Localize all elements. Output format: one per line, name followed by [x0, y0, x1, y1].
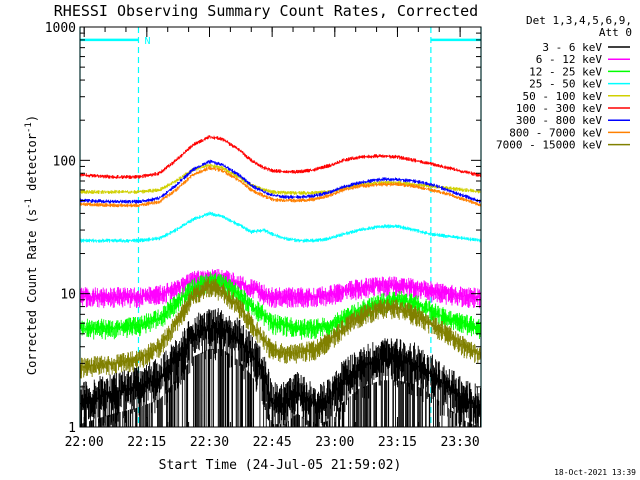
legend-label: 12 - 25 keV — [529, 65, 602, 78]
date-stamp: 18-Oct-2021 13:39 — [554, 468, 636, 477]
x-tick-label: 23:30 — [441, 435, 480, 450]
y-axis-label: Corrected Count Rate (s-1 detector-1) — [24, 115, 39, 375]
y-tick-label: 10 — [60, 288, 76, 303]
plot-frame — [79, 26, 482, 428]
legend-header: Det 1,3,4,5,6,9, — [526, 14, 632, 27]
y-axis-label-end: ) — [25, 115, 39, 122]
x-tick-label: 22:45 — [253, 435, 292, 450]
legend-label: 25 - 50 keV — [529, 78, 602, 91]
axes: 1 10 100 1000 22:00 22:15 22:30 22:45 23:00 23:15… — [45, 21, 482, 450]
x-tick-label: 22:15 — [127, 435, 166, 450]
y-axis-label-exp2: -1 — [24, 122, 34, 133]
y-axis-label-mid: detector — [25, 133, 39, 198]
x-tick-label: 22:30 — [190, 435, 229, 450]
series-25-50-kev — [79, 211, 482, 243]
x-tick-label: 23:00 — [315, 435, 354, 450]
x-axis-label: Start Time (24-Jul-05 21:59:02) — [159, 458, 402, 473]
x-tick-label: 22:00 — [65, 435, 104, 450]
series-50-100-kev — [79, 163, 482, 195]
series-300-800-kev — [79, 159, 482, 204]
legend-label: 3 - 6 keV — [542, 41, 602, 54]
legend-label: 800 - 7000 keV — [509, 126, 602, 139]
legend-label: 50 - 100 keV — [523, 90, 603, 103]
series-12-25-kev — [79, 271, 482, 340]
chart-title: RHESSI Observing Summary Count Rates, Co… — [54, 2, 478, 20]
legend-label: 100 - 300 keV — [516, 102, 602, 115]
night-label: N — [144, 36, 150, 47]
y-tick-label: 1000 — [45, 21, 76, 36]
legend-label: 6 - 12 keV — [536, 53, 603, 66]
x-tick-label: 23:15 — [378, 435, 417, 450]
legend-label: 300 - 800 keV — [516, 114, 602, 127]
plot-area: N — [79, 27, 482, 427]
legend-header: Att 0 — [599, 26, 632, 39]
series-100-300-kev — [79, 135, 482, 180]
y-tick-label: 100 — [53, 154, 76, 169]
y-tick-label: 1 — [68, 421, 76, 436]
legend-label: 7000 - 15000 keV — [496, 139, 602, 152]
y-axis-label-main: Corrected Count Rate (s — [25, 209, 39, 375]
y-axis-label-exp1: -1 — [24, 198, 34, 209]
